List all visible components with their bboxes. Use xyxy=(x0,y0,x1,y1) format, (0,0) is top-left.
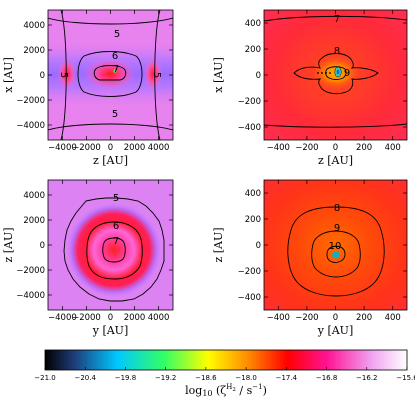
x-tick-label: 400 xyxy=(385,143,401,153)
y-tick-label: −4000 xyxy=(16,291,45,301)
colorbar-tick-label: −21.0 xyxy=(34,374,55,382)
x-tick-label: 0 xyxy=(333,143,338,153)
x-tick-label: −200 xyxy=(295,143,318,153)
x-tick-label: 2000 xyxy=(124,313,146,323)
y-tick-label: −2000 xyxy=(16,266,45,276)
y-tick-label: 200 xyxy=(245,215,261,225)
y-tick-label: 400 xyxy=(245,19,261,29)
panel-1-xlabel: z [AU] xyxy=(93,154,128,167)
colorbar-tick-label: −19.8 xyxy=(115,374,136,382)
y-tick-label: −400 xyxy=(238,293,261,303)
panel-top-left: 5 6 7 5 5 5 −4000−2000 0 2000 4000−4000−200… xyxy=(2,9,174,167)
y-tick-label: 200 xyxy=(245,45,261,55)
panel-1-heatmap xyxy=(48,10,173,140)
panel-2-ticks: −400 −200 0 200 400 −400 −200 0 200 400 xyxy=(238,10,407,153)
x-tick-label: 400 xyxy=(385,313,401,323)
panel-3-xlabel: y [AU] xyxy=(92,324,129,337)
y-tick-label: 4000 xyxy=(23,21,45,31)
panel-bottom-right: 8 9 10 −400 −200 0 200 400 −400 −200 0 200 400 y … xyxy=(212,179,408,337)
colorbar-tick-label: −15.6 xyxy=(396,374,415,382)
colorbar-tick-label: −19.2 xyxy=(155,374,176,382)
colorbar-tick-label: −18.6 xyxy=(195,374,217,382)
colorbar-tick-label: −20.4 xyxy=(74,374,96,382)
x-tick-label: −4000 xyxy=(48,313,77,323)
contour-label: 6 xyxy=(113,221,119,232)
x-tick-label: −200 xyxy=(295,313,318,323)
contour-label: 9 xyxy=(334,223,340,234)
contour-label: 5 xyxy=(112,109,118,120)
x-tick-label: −4000 xyxy=(48,143,77,153)
contour-label: 8 xyxy=(334,203,340,214)
contour-label: 5 xyxy=(151,72,162,78)
contour-label: 5 xyxy=(114,29,120,40)
y-tick-label: 0 xyxy=(40,71,45,81)
x-tick-label: −2000 xyxy=(72,143,101,153)
x-tick-label: 0 xyxy=(108,143,113,153)
x-tick-label: 200 xyxy=(356,143,372,153)
x-tick-label: 200 xyxy=(356,313,372,323)
y-tick-label: 2000 xyxy=(23,216,45,226)
contour-label: 7 xyxy=(334,14,340,25)
x-tick-label: 0 xyxy=(333,313,338,323)
panel-2-xlabel: z [AU] xyxy=(318,154,353,167)
y-tick-label: −2000 xyxy=(16,96,45,106)
y-tick-label: 400 xyxy=(245,189,261,199)
colorbar: −21.0 −20.4 −19.8 −19.2 −18.6 −18.0 −17.4 −16.8… xyxy=(34,349,415,398)
colorbar-ticks: −21.0 −20.4 −19.8 −19.2 −18.6 −18.0 −17.4 −16.8… xyxy=(34,367,415,382)
panel-1-ylabel: x [AU] xyxy=(2,57,15,93)
contour-label: 5 xyxy=(113,193,119,204)
colorbar-gradient xyxy=(44,349,408,371)
panel-4-heatmap xyxy=(264,180,407,310)
y-tick-label: 2000 xyxy=(23,46,45,56)
contour-label: 10 xyxy=(329,241,342,252)
contour-label: 5 xyxy=(58,72,69,78)
contour-label: 8 xyxy=(334,46,340,57)
contour-label: 7 xyxy=(113,236,119,247)
colorbar-tick-label: −18.0 xyxy=(235,374,256,382)
x-tick-label: 4000 xyxy=(148,313,170,323)
colorbar-tick-label: −17.4 xyxy=(276,374,298,382)
panel-4-ticks: −400 −200 0 200 400 −400 −200 0 200 400 xyxy=(238,180,407,323)
y-tick-label: −200 xyxy=(238,97,261,107)
panel-4-xlabel: y [AU] xyxy=(317,324,354,337)
y-tick-label: 0 xyxy=(256,241,261,251)
x-tick-label: −400 xyxy=(267,143,290,153)
panel-2-ylabel: x [AU] xyxy=(212,57,225,93)
x-tick-label: −400 xyxy=(267,313,290,323)
y-tick-label: 0 xyxy=(256,71,261,81)
x-tick-label: 2000 xyxy=(124,143,146,153)
y-tick-label: 4000 xyxy=(23,191,45,201)
panel-top-right: 7 8 9 −400 −200 0 200 400 −400 −200 0 200 400 z [… xyxy=(212,9,408,167)
contour-label: 7 xyxy=(113,64,119,75)
contour-label: 6 xyxy=(112,51,118,62)
colorbar-label: log10 (ζH2 / s−1) xyxy=(185,383,267,398)
y-tick-label: 0 xyxy=(40,241,45,251)
y-tick-label: −200 xyxy=(238,267,261,277)
colorbar-tick-label: −16.2 xyxy=(356,374,377,382)
colorbar-tick-label: −16.8 xyxy=(316,374,337,382)
x-tick-label: 0 xyxy=(108,313,113,323)
y-tick-label: −4000 xyxy=(16,121,45,131)
panel-bottom-left: 5 6 7 −4000−2000 0 2000 4000−4000−200002000… xyxy=(2,179,174,337)
y-tick-label: −400 xyxy=(238,123,261,133)
x-tick-label: 4000 xyxy=(148,143,170,153)
contour-label: 9 xyxy=(344,68,350,79)
panel-2-heatmap xyxy=(264,10,407,140)
panel-3-heatmap xyxy=(48,180,173,310)
panel-3-ylabel: z [AU] xyxy=(2,227,15,262)
x-tick-label: −2000 xyxy=(72,313,101,323)
panel-4-ylabel: z [AU] xyxy=(212,227,225,262)
